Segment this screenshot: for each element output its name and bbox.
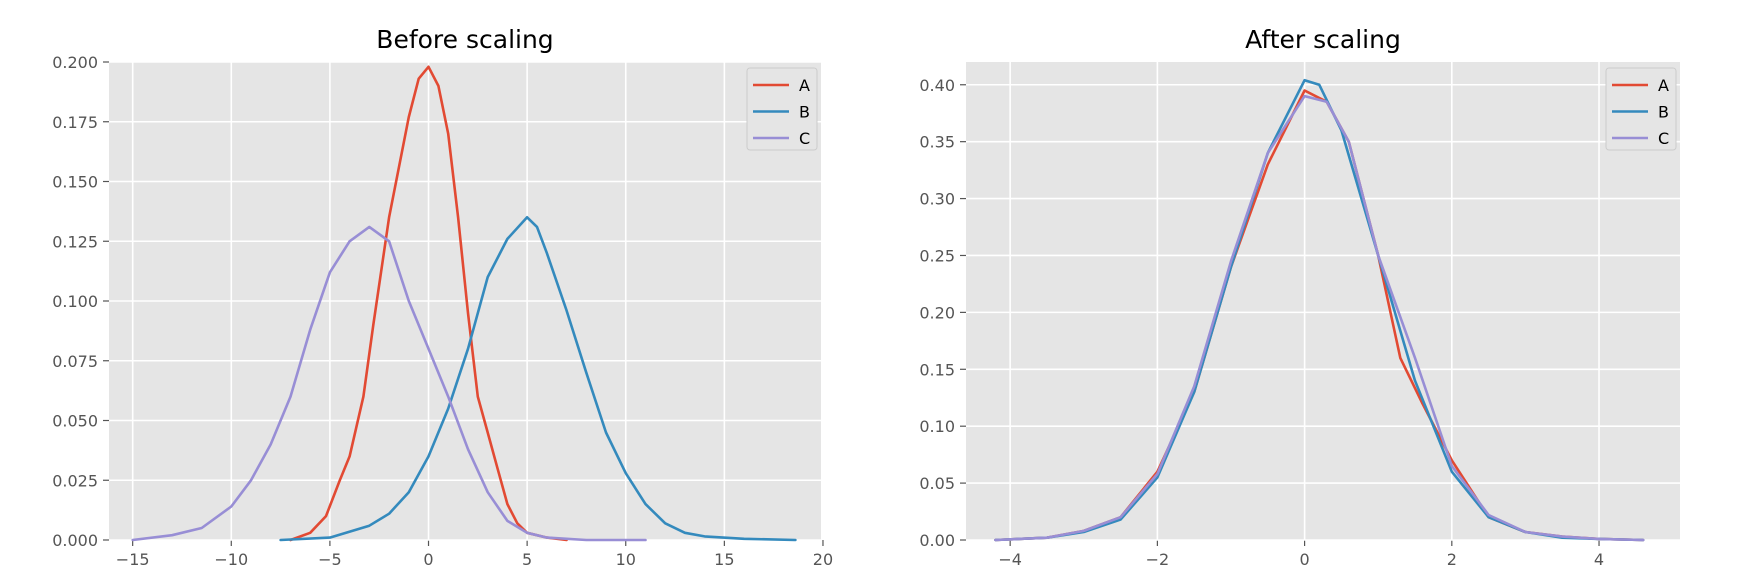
legend-label: A — [799, 76, 810, 95]
chart-after-scaling: −4 −2 0 2 4 0.00 0.05 0.10 0.15 0.20 0.25 0.30 0.35 0… — [919, 25, 1680, 569]
y-tick-label: 0.35 — [919, 133, 955, 152]
x-tick-label: 0 — [423, 550, 433, 569]
y-tick-label: 0.40 — [919, 76, 955, 95]
series-line-a — [289, 65, 568, 542]
chart-title: After scaling — [1245, 25, 1401, 54]
legend-box — [1605, 67, 1677, 151]
x-tick-label: 2 — [1447, 550, 1457, 569]
series-line-c — [131, 225, 647, 542]
x-tick-label: −10 — [214, 550, 248, 569]
x-tick-label: 4 — [1594, 550, 1604, 569]
y-tick-label: 0.000 — [52, 531, 98, 550]
series-line-c — [994, 94, 1645, 542]
x-tick-label: 5 — [522, 550, 532, 569]
y-tick-label: 0.00 — [919, 531, 955, 550]
chart-before-scaling: −15 −10 −5 0 5 10 15 20 0.000 0.025 0.050 0.075 0.10… — [52, 25, 833, 569]
x-tick-label: −15 — [116, 550, 150, 569]
legend-label: B — [799, 103, 810, 122]
legend-box — [746, 67, 818, 151]
y-tick-label: 0.200 — [52, 53, 98, 72]
x-tick-label: 10 — [616, 550, 636, 569]
y-tick-label: 0.025 — [52, 471, 98, 490]
legend-label: B — [1658, 103, 1669, 122]
y-tick-label: 0.15 — [919, 360, 955, 379]
legend-label: C — [1658, 129, 1669, 148]
x-tick-label: −5 — [318, 550, 342, 569]
y-tick-label: 0.050 — [52, 412, 98, 431]
y-tick-label: 0.25 — [919, 246, 955, 265]
x-tick-label: 20 — [813, 550, 833, 569]
y-tick-label: 0.175 — [52, 113, 98, 132]
y-tick-label: 0.30 — [919, 190, 955, 209]
y-tick-label: 0.20 — [919, 303, 955, 322]
legend-label: A — [1658, 76, 1669, 95]
y-tick-label: 0.100 — [52, 292, 98, 311]
y-tick-label: 0.05 — [919, 474, 955, 493]
x-tick-label: 0 — [1300, 550, 1310, 569]
y-tick-label: 0.150 — [52, 173, 98, 192]
y-tick-label: 0.075 — [52, 352, 98, 371]
series-line-b — [279, 216, 797, 542]
plot-area — [966, 62, 1680, 540]
x-tick-label: −2 — [1146, 550, 1170, 569]
chart-title: Before scaling — [376, 25, 553, 54]
y-tick-label: 0.10 — [919, 417, 955, 436]
x-tick-label: −4 — [998, 550, 1022, 569]
y-tick-label: 0.125 — [52, 232, 98, 251]
x-tick-label: 15 — [714, 550, 734, 569]
legend-label: C — [799, 129, 810, 148]
